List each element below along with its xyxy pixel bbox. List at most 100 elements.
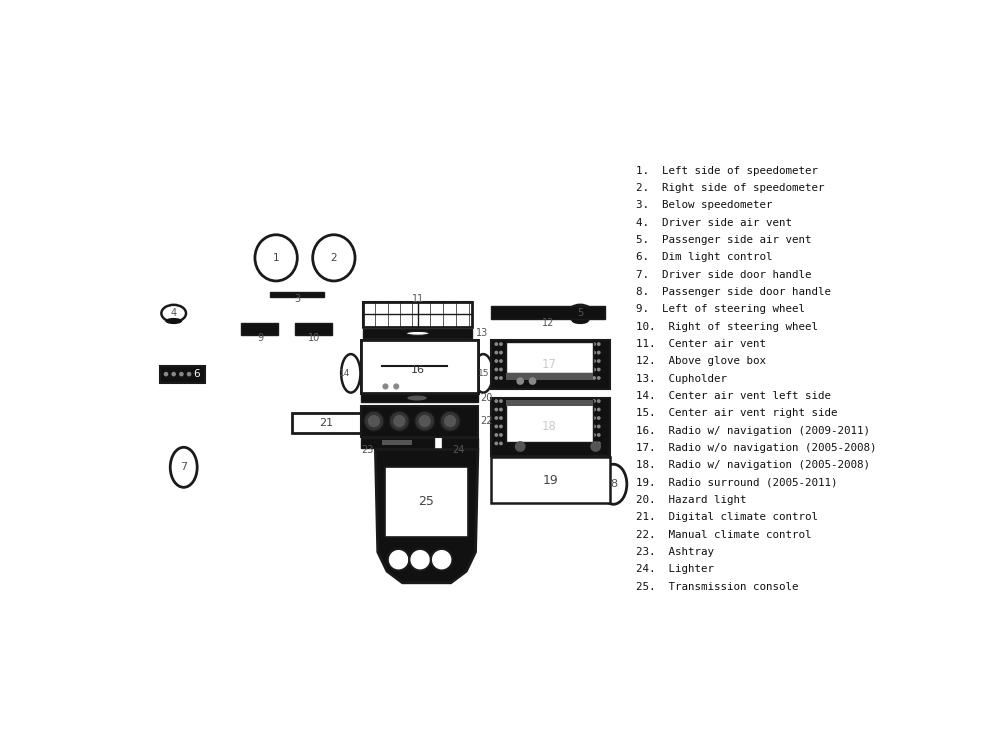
Circle shape	[494, 408, 498, 412]
Text: 13: 13	[476, 328, 488, 338]
Circle shape	[592, 416, 596, 420]
Circle shape	[393, 383, 399, 389]
Bar	[363, 302, 472, 327]
Circle shape	[389, 411, 409, 431]
Ellipse shape	[170, 447, 197, 488]
Circle shape	[453, 350, 458, 355]
Bar	[361, 340, 478, 392]
Ellipse shape	[407, 396, 427, 400]
Circle shape	[597, 416, 601, 420]
Circle shape	[494, 351, 498, 355]
Bar	[385, 467, 468, 536]
Circle shape	[597, 408, 601, 412]
Circle shape	[592, 408, 596, 412]
Circle shape	[597, 433, 601, 437]
Text: 25: 25	[418, 496, 434, 508]
Circle shape	[363, 360, 368, 365]
Text: 9.  Left of steering wheel: 9. Left of steering wheel	[636, 304, 805, 314]
Ellipse shape	[165, 318, 182, 324]
Text: 2.  Right side of speedometer: 2. Right side of speedometer	[636, 183, 824, 194]
Circle shape	[592, 376, 596, 380]
Ellipse shape	[568, 304, 593, 322]
Circle shape	[431, 549, 452, 571]
Circle shape	[369, 360, 374, 365]
Bar	[506, 400, 593, 442]
Text: 7.  Driver side door handle: 7. Driver side door handle	[636, 270, 811, 280]
Circle shape	[409, 549, 431, 571]
Ellipse shape	[341, 354, 360, 392]
Circle shape	[415, 411, 435, 431]
Text: 6.  Dim light control: 6. Dim light control	[636, 253, 772, 262]
Circle shape	[597, 424, 601, 428]
Text: 9: 9	[257, 333, 263, 343]
Text: 5: 5	[577, 308, 583, 318]
Text: 10: 10	[308, 333, 320, 343]
Text: 20: 20	[480, 393, 493, 403]
Polygon shape	[375, 452, 478, 583]
Text: 24: 24	[452, 446, 465, 455]
Circle shape	[592, 424, 596, 428]
Circle shape	[592, 442, 596, 446]
Circle shape	[494, 433, 498, 437]
Circle shape	[499, 433, 503, 437]
Text: 6: 6	[193, 369, 200, 380]
Circle shape	[363, 350, 368, 355]
Text: 10.  Right of steering wheel: 10. Right of steering wheel	[636, 322, 818, 332]
Circle shape	[164, 372, 168, 376]
Circle shape	[597, 342, 601, 346]
Circle shape	[499, 399, 503, 403]
Bar	[442, 438, 478, 448]
Circle shape	[597, 359, 601, 363]
Text: 23: 23	[361, 446, 373, 455]
Circle shape	[494, 416, 498, 420]
Bar	[361, 340, 478, 392]
Bar	[241, 323, 278, 334]
Text: 14.  Center air vent left side: 14. Center air vent left side	[636, 391, 831, 401]
Bar	[385, 467, 468, 536]
Bar	[491, 305, 605, 320]
Text: 4.  Driver side air vent: 4. Driver side air vent	[636, 217, 792, 228]
Text: 13.  Cupholder: 13. Cupholder	[636, 374, 727, 384]
Text: 16.  Radio w/ navigation (2009-2011): 16. Radio w/ navigation (2009-2011)	[636, 426, 870, 436]
Circle shape	[453, 380, 458, 385]
Circle shape	[171, 372, 176, 376]
Text: 16: 16	[411, 364, 425, 374]
Text: 19: 19	[542, 474, 558, 487]
Text: 14: 14	[339, 369, 350, 378]
Circle shape	[459, 380, 464, 385]
Circle shape	[499, 368, 503, 371]
Circle shape	[516, 377, 524, 385]
Bar	[506, 342, 593, 373]
Text: 25.  Transmission console: 25. Transmission console	[636, 582, 798, 592]
Circle shape	[369, 350, 374, 355]
Circle shape	[368, 415, 380, 428]
Text: 3.  Below speedometer: 3. Below speedometer	[636, 200, 772, 211]
Text: 1.  Left side of speedometer: 1. Left side of speedometer	[636, 166, 818, 176]
Bar	[270, 292, 324, 297]
Circle shape	[187, 372, 191, 376]
Circle shape	[515, 441, 526, 452]
Text: 12.  Above glove box: 12. Above glove box	[636, 356, 766, 367]
Bar	[380, 342, 449, 391]
Circle shape	[597, 368, 601, 371]
Circle shape	[590, 441, 601, 452]
Ellipse shape	[600, 464, 627, 504]
Bar	[295, 323, 332, 334]
Circle shape	[494, 424, 498, 428]
Bar	[491, 458, 610, 503]
Circle shape	[592, 359, 596, 363]
Circle shape	[409, 549, 431, 571]
Circle shape	[431, 549, 452, 571]
Circle shape	[592, 399, 596, 403]
Polygon shape	[375, 449, 478, 472]
Text: 15: 15	[477, 369, 489, 378]
Ellipse shape	[407, 396, 427, 400]
Circle shape	[494, 359, 498, 363]
Text: 21: 21	[319, 418, 333, 428]
Circle shape	[419, 415, 431, 428]
Text: 7: 7	[180, 462, 187, 472]
Circle shape	[494, 368, 498, 371]
Circle shape	[592, 351, 596, 355]
Text: 17: 17	[542, 358, 557, 370]
Circle shape	[494, 399, 498, 403]
